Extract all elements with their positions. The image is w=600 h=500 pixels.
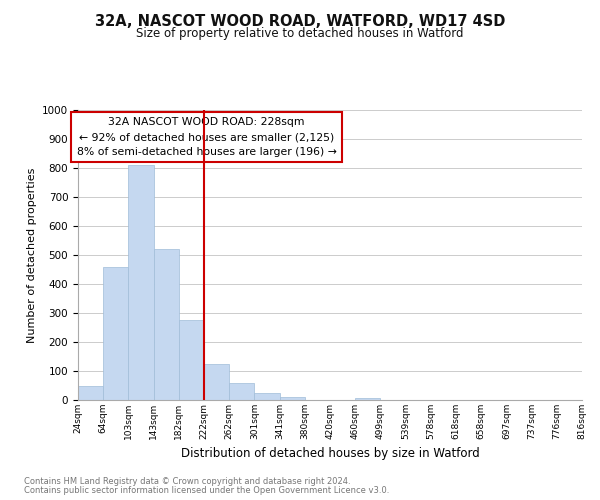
Bar xyxy=(128,165,154,400)
Bar xyxy=(78,386,103,400)
Bar xyxy=(355,398,380,400)
Bar xyxy=(103,266,128,400)
Bar xyxy=(179,320,204,400)
X-axis label: Distribution of detached houses by size in Watford: Distribution of detached houses by size … xyxy=(181,448,479,460)
Text: 32A, NASCOT WOOD ROAD, WATFORD, WD17 4SD: 32A, NASCOT WOOD ROAD, WATFORD, WD17 4SD xyxy=(95,14,505,29)
Bar xyxy=(280,396,305,400)
Y-axis label: Number of detached properties: Number of detached properties xyxy=(26,168,37,342)
Text: Contains public sector information licensed under the Open Government Licence v3: Contains public sector information licen… xyxy=(24,486,389,495)
Bar xyxy=(229,382,254,400)
Bar xyxy=(154,249,179,400)
Text: Size of property relative to detached houses in Watford: Size of property relative to detached ho… xyxy=(136,28,464,40)
Bar xyxy=(204,364,229,400)
Text: 32A NASCOT WOOD ROAD: 228sqm
← 92% of detached houses are smaller (2,125)
8% of : 32A NASCOT WOOD ROAD: 228sqm ← 92% of de… xyxy=(77,117,337,157)
Text: Contains HM Land Registry data © Crown copyright and database right 2024.: Contains HM Land Registry data © Crown c… xyxy=(24,477,350,486)
Bar xyxy=(254,393,280,400)
